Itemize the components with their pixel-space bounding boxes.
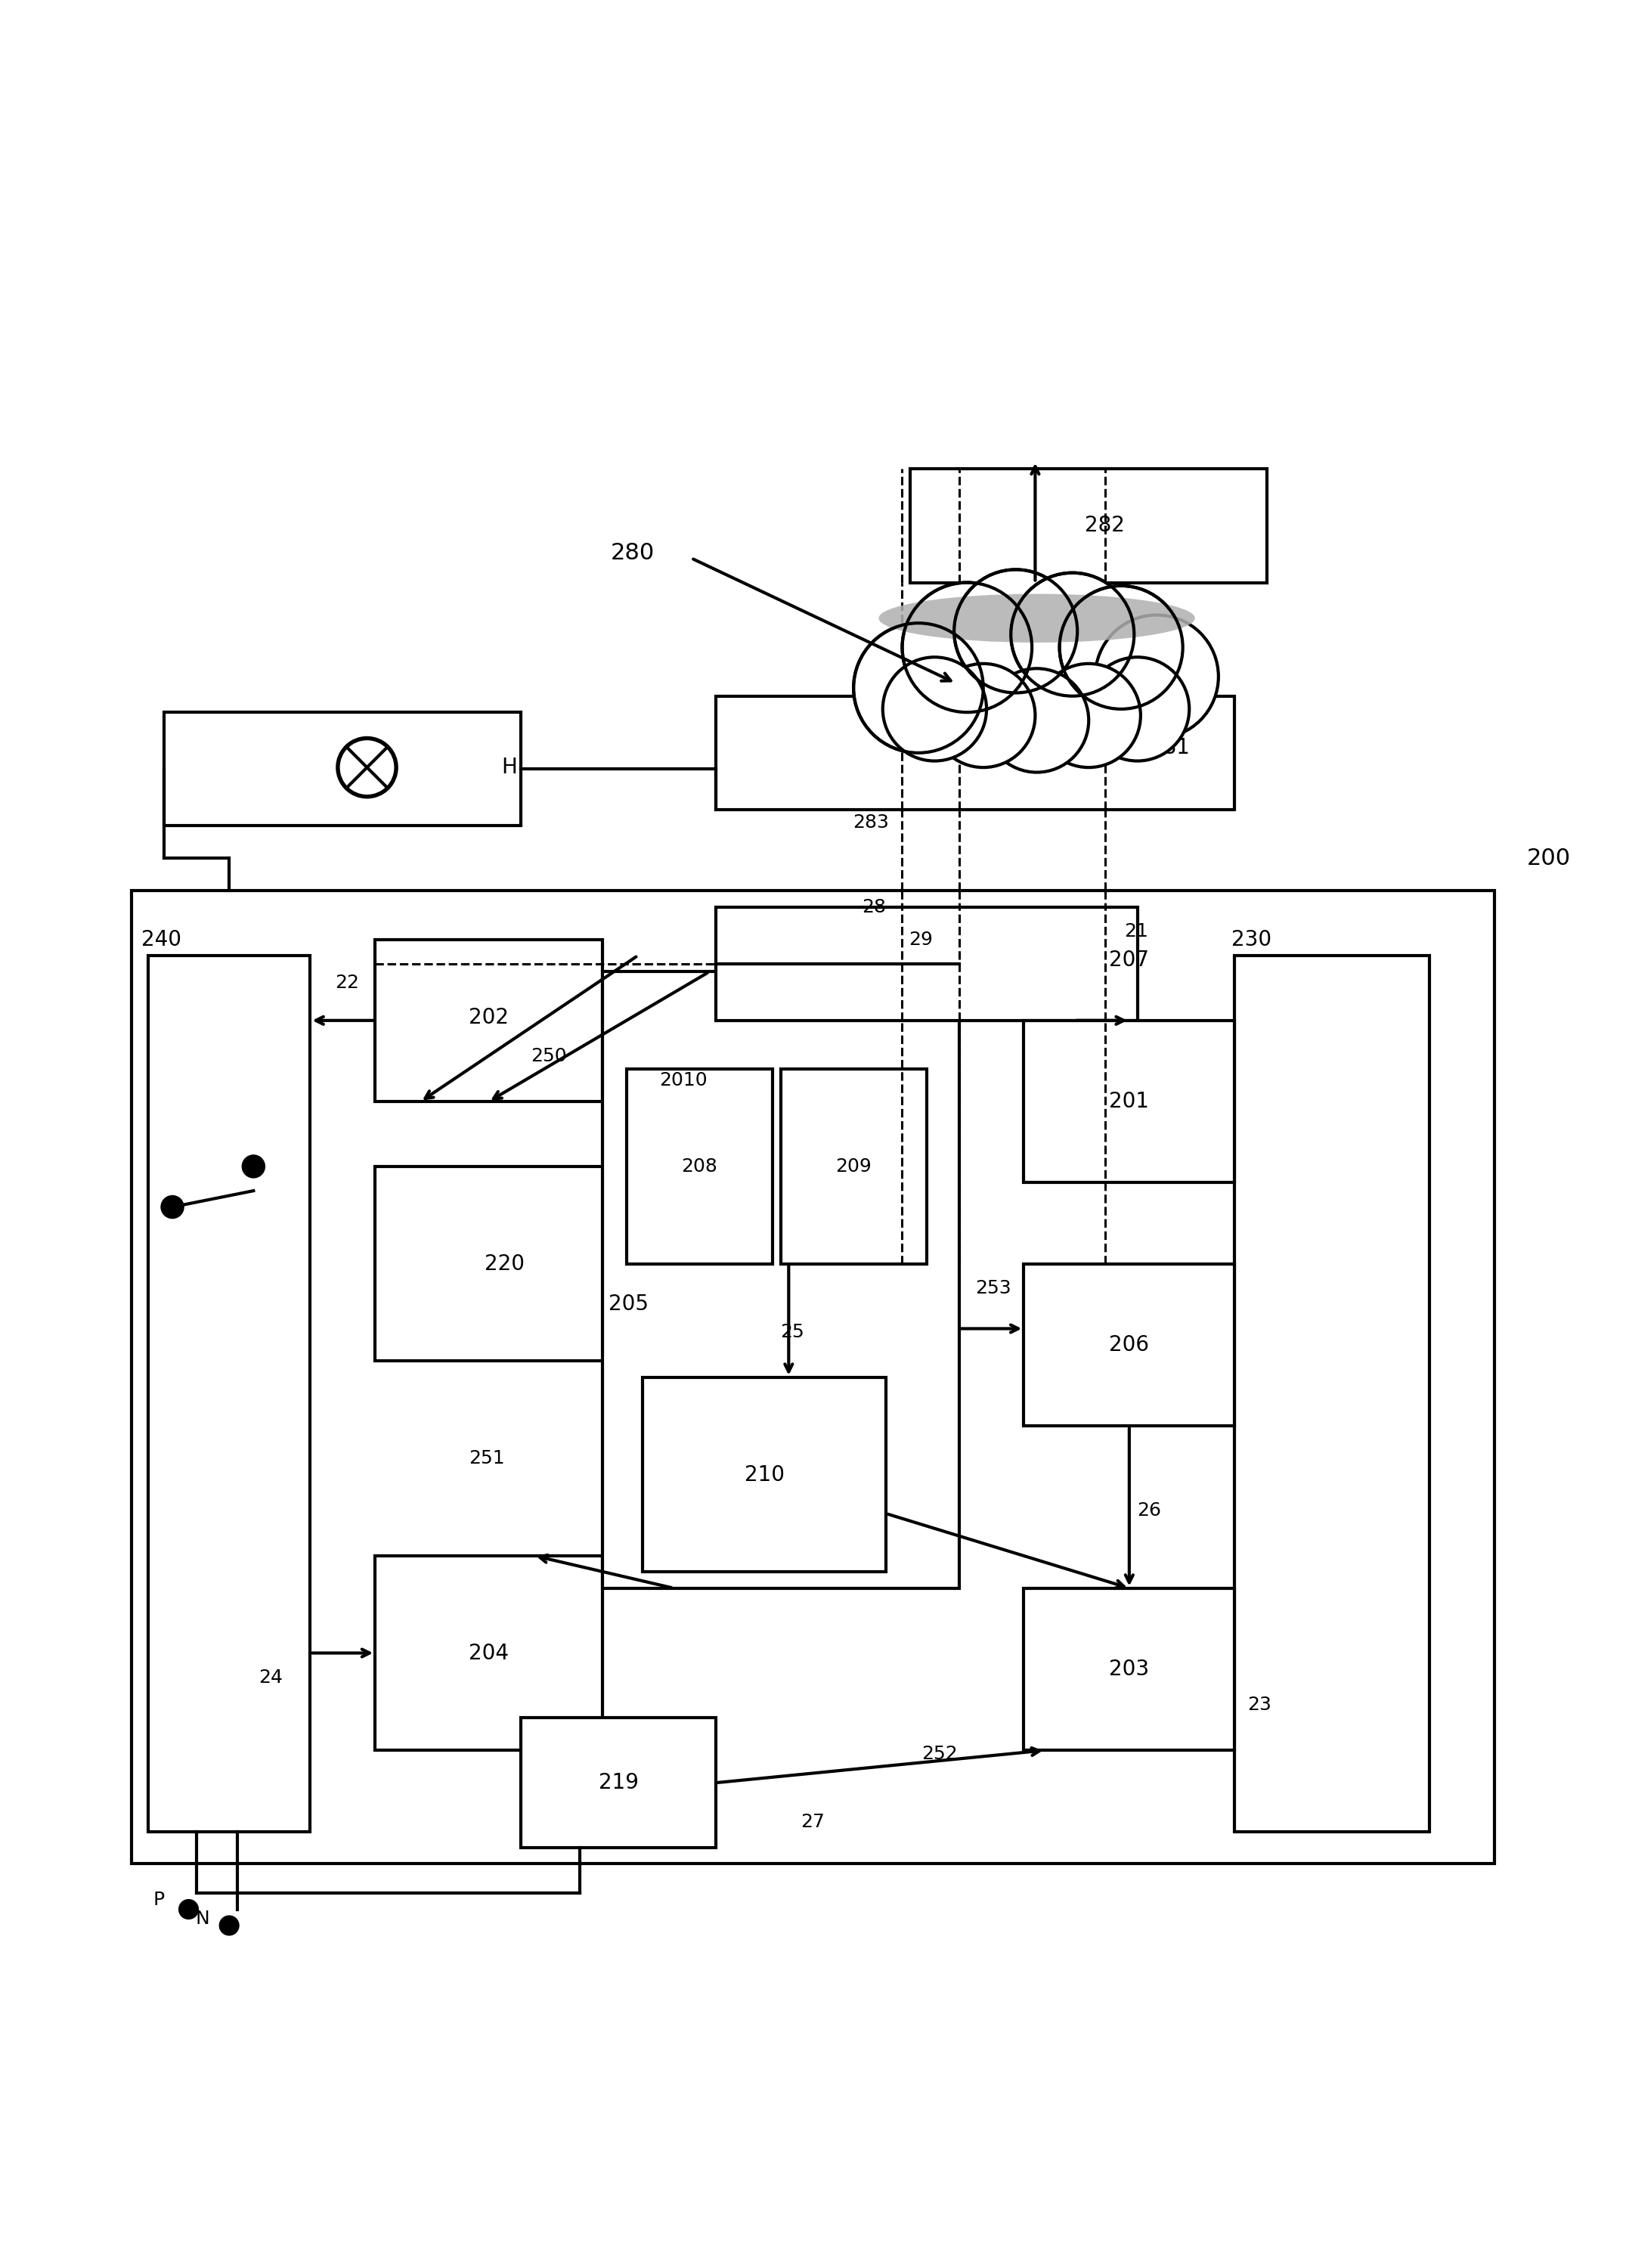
- Text: 21: 21: [1125, 923, 1148, 941]
- Text: 210: 210: [745, 1465, 784, 1486]
- Circle shape: [220, 1916, 239, 1935]
- Circle shape: [161, 1195, 184, 1218]
- Bar: [376, 939, 602, 1102]
- Text: NW: NW: [1050, 665, 1094, 687]
- Text: 250: 250: [530, 1048, 566, 1066]
- Circle shape: [902, 583, 1033, 712]
- Text: 22: 22: [335, 973, 359, 991]
- Text: N: N: [195, 1910, 210, 1928]
- Bar: [132, 891, 1494, 1864]
- Text: 203: 203: [1109, 1658, 1150, 1681]
- Text: 209: 209: [836, 1157, 872, 1175]
- Text: 23: 23: [1247, 1696, 1272, 1715]
- Text: 283: 283: [854, 814, 889, 832]
- Text: 29: 29: [909, 930, 933, 948]
- Bar: [1234, 955, 1429, 1833]
- Circle shape: [242, 1154, 265, 1177]
- Circle shape: [338, 739, 397, 796]
- Text: 280: 280: [610, 542, 654, 565]
- Text: 200: 200: [1527, 848, 1571, 869]
- Text: 26: 26: [1137, 1501, 1161, 1520]
- Bar: [642, 1377, 886, 1572]
- Bar: [148, 955, 311, 1833]
- Text: 230: 230: [1231, 930, 1272, 950]
- Text: 240: 240: [141, 930, 182, 950]
- Bar: [1024, 1021, 1234, 1182]
- Text: 205: 205: [608, 1293, 649, 1315]
- Text: H: H: [501, 758, 517, 778]
- Text: 204: 204: [468, 1642, 509, 1665]
- Bar: [1024, 1588, 1234, 1751]
- Circle shape: [1096, 615, 1218, 739]
- Bar: [520, 1717, 715, 1848]
- Text: 25: 25: [780, 1322, 805, 1340]
- Text: 219: 219: [598, 1771, 639, 1794]
- Text: 282: 282: [1085, 515, 1125, 535]
- Circle shape: [985, 669, 1089, 773]
- Circle shape: [1060, 585, 1182, 710]
- Circle shape: [1037, 665, 1140, 767]
- Circle shape: [883, 658, 987, 762]
- Bar: [780, 1068, 927, 1263]
- Circle shape: [854, 624, 984, 753]
- Text: 2010: 2010: [659, 1070, 707, 1089]
- Bar: [376, 1556, 602, 1751]
- Text: 24: 24: [259, 1669, 283, 1687]
- Text: 281: 281: [1150, 737, 1190, 758]
- Bar: [715, 907, 1137, 1021]
- Bar: [715, 696, 1234, 810]
- Circle shape: [1086, 658, 1189, 762]
- Bar: [376, 1166, 634, 1361]
- Text: 208: 208: [681, 1157, 717, 1175]
- Text: 28: 28: [862, 898, 886, 916]
- Text: 252: 252: [922, 1744, 958, 1762]
- Text: 220: 220: [485, 1254, 525, 1275]
- Text: 206: 206: [1109, 1334, 1150, 1356]
- Bar: [626, 1068, 772, 1263]
- Ellipse shape: [878, 594, 1195, 642]
- Circle shape: [179, 1901, 198, 1919]
- Text: 253: 253: [976, 1279, 1011, 1297]
- Bar: [911, 469, 1267, 583]
- Circle shape: [932, 665, 1036, 767]
- Circle shape: [954, 569, 1078, 692]
- Text: 207: 207: [1109, 950, 1150, 971]
- Bar: [1024, 1263, 1234, 1427]
- Bar: [164, 712, 520, 826]
- Circle shape: [1011, 574, 1133, 696]
- Text: 27: 27: [802, 1812, 824, 1830]
- Bar: [602, 971, 959, 1588]
- Text: 201: 201: [1109, 1091, 1150, 1111]
- Text: 251: 251: [468, 1449, 504, 1467]
- Text: P: P: [153, 1892, 164, 1910]
- Text: 202: 202: [468, 1007, 509, 1027]
